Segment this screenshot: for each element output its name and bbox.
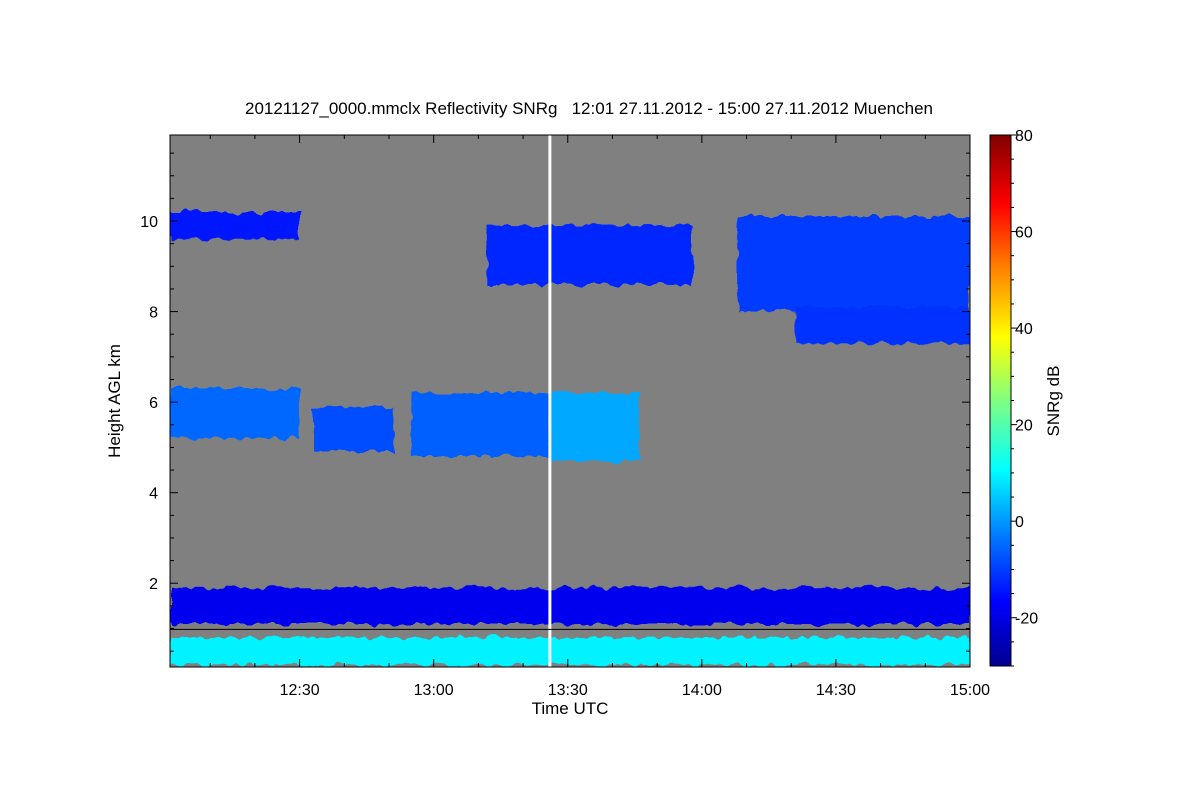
colorbar-title: SNRg dB bbox=[1044, 366, 1063, 437]
colorbar-tick-label: 0 bbox=[1015, 514, 1024, 531]
marker-lines bbox=[170, 135, 970, 667]
colorbar-tick-label: 60 bbox=[1015, 225, 1033, 242]
y-axis-title: Height AGL km bbox=[105, 344, 124, 458]
x-tick-label: 12:30 bbox=[280, 682, 320, 699]
echo-layer bbox=[170, 388, 300, 439]
echo-layer bbox=[737, 216, 970, 312]
colorbar-tick-label: 40 bbox=[1015, 321, 1033, 338]
y-tick-label: 2 bbox=[149, 576, 158, 593]
colorbar-tick-label: -20 bbox=[1015, 611, 1038, 628]
echo-layer bbox=[170, 587, 970, 624]
x-axis-title: Time UTC bbox=[532, 699, 609, 718]
x-tick-label: 14:00 bbox=[682, 682, 722, 699]
colorbar-tick-label: 80 bbox=[1015, 128, 1033, 145]
echo-layers bbox=[170, 212, 970, 665]
x-tick-label: 13:30 bbox=[548, 682, 588, 699]
x-tick-label: 14:30 bbox=[816, 682, 856, 699]
colorbar-tick-label: 20 bbox=[1015, 418, 1033, 435]
y-tick-label: 10 bbox=[140, 214, 158, 231]
x-tick-label: 15:00 bbox=[950, 682, 990, 699]
colorbar bbox=[989, 134, 1012, 667]
y-tick-label: 8 bbox=[149, 305, 158, 322]
y-tick-label: 4 bbox=[149, 486, 158, 503]
x-axis: 12:30 13:00 13:30 14:00 14:30 15:00 bbox=[209, 135, 990, 699]
plot-frame bbox=[169, 134, 971, 668]
echo-layer bbox=[170, 212, 300, 240]
x-tick-label: 13:00 bbox=[414, 682, 454, 699]
colorbar-axis: -20 0 20 40 60 80 bbox=[1011, 128, 1038, 667]
echo-layer bbox=[170, 637, 970, 665]
echo-layer bbox=[411, 393, 550, 457]
echo-layer bbox=[487, 225, 693, 285]
chart-title: 20121127_0000.mmclx Reflectivity SNRg 12… bbox=[245, 99, 933, 118]
echo-layer bbox=[313, 406, 394, 452]
echo-layer bbox=[549, 393, 640, 461]
y-axis: 2 4 6 8 10 bbox=[140, 152, 970, 652]
echo-layer bbox=[795, 307, 970, 344]
y-tick-label: 6 bbox=[149, 395, 158, 412]
